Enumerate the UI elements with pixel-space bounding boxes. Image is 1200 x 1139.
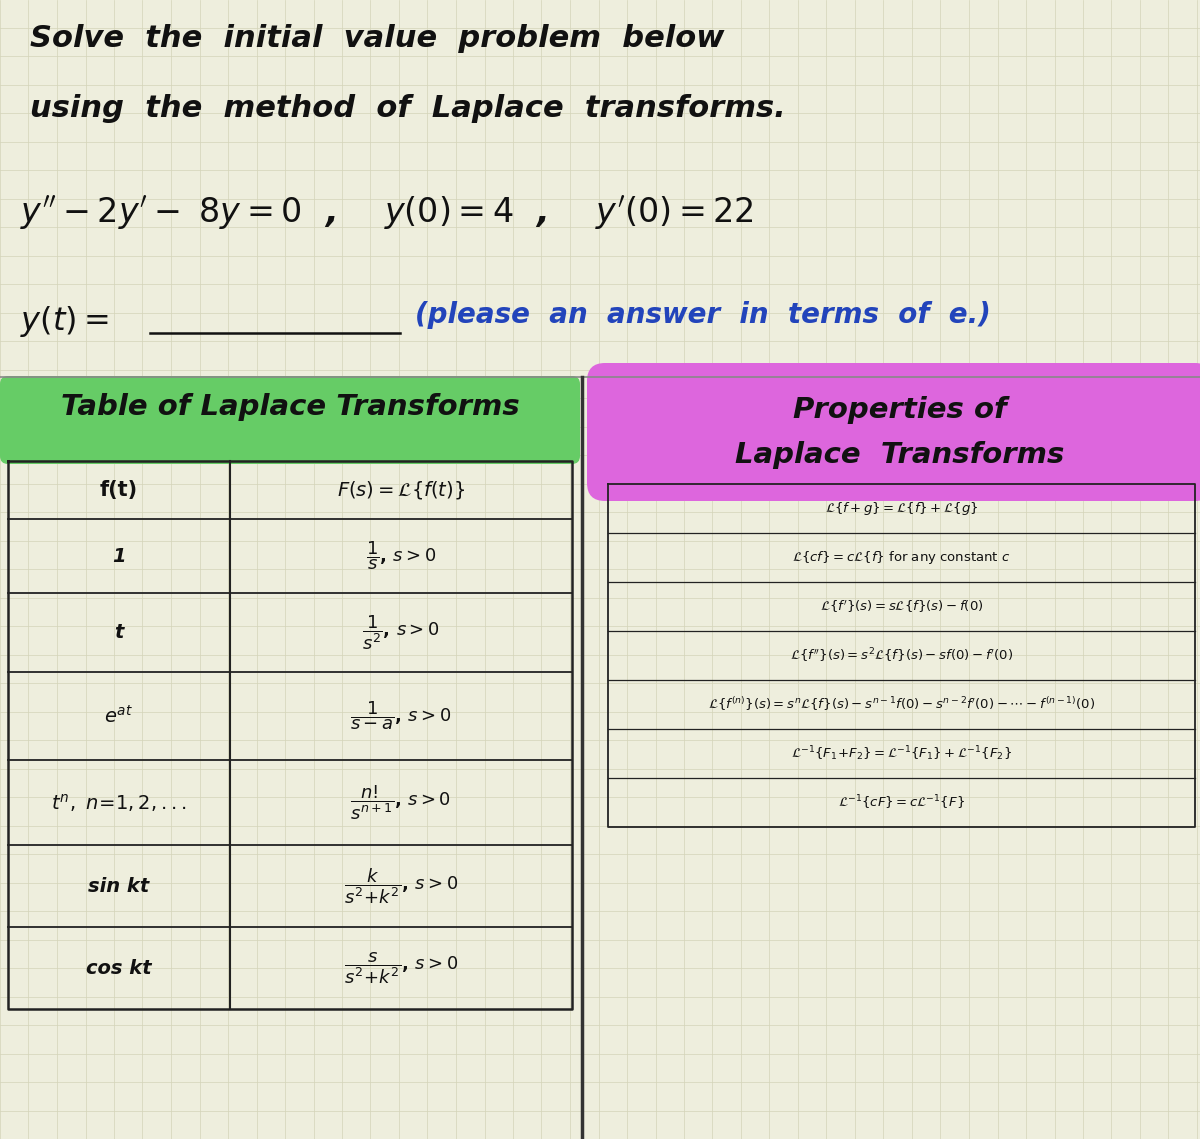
Text: Solve  the  initial  value  problem  below: Solve the initial value problem below bbox=[30, 24, 725, 54]
Text: cos kt: cos kt bbox=[86, 959, 152, 977]
Text: Table of Laplace Transforms: Table of Laplace Transforms bbox=[61, 393, 520, 421]
Text: $\mathcal{L}\{f'\}(s) = s\mathcal{L}\{f\}(s) - f(0)$: $\mathcal{L}\{f'\}(s) = s\mathcal{L}\{f\… bbox=[820, 598, 983, 615]
Text: Properties of: Properties of bbox=[793, 396, 1007, 424]
Text: t: t bbox=[114, 623, 124, 642]
Text: $F(s) = \mathcal{L}\{f(t)\}$: $F(s) = \mathcal{L}\{f(t)\}$ bbox=[337, 480, 466, 501]
Text: $\mathcal{L}^{-1}\{F_1\!+\!F_2\} = \mathcal{L}^{-1}\{F_1\} + \mathcal{L}^{-1}\{F: $\mathcal{L}^{-1}\{F_1\!+\!F_2\} = \math… bbox=[791, 744, 1012, 763]
Text: $\mathcal{L}\{f+g\} = \mathcal{L}\{f\} + \mathcal{L}\{g\}$: $\mathcal{L}\{f+g\} = \mathcal{L}\{f\} +… bbox=[824, 500, 978, 517]
Text: $y(t)=$: $y(t)=$ bbox=[20, 304, 109, 339]
Text: $\dfrac{k}{s^2\!+\!k^2}$, $s>0$: $\dfrac{k}{s^2\!+\!k^2}$, $s>0$ bbox=[344, 866, 458, 906]
FancyBboxPatch shape bbox=[587, 363, 1200, 501]
Text: using  the  method  of  Laplace  transforms.: using the method of Laplace transforms. bbox=[30, 95, 786, 123]
Text: $\dfrac{1}{s^2}$, $s>0$: $\dfrac{1}{s^2}$, $s>0$ bbox=[362, 613, 440, 652]
Text: $\dfrac{1}{s}$, $s>0$: $\dfrac{1}{s}$, $s>0$ bbox=[366, 540, 436, 572]
Text: $\mathcal{L}\{cf\} = c\mathcal{L}\{f\}$ for any constant $c$: $\mathcal{L}\{cf\} = c\mathcal{L}\{f\}$ … bbox=[792, 549, 1010, 566]
Text: f(t): f(t) bbox=[100, 480, 138, 500]
Text: (please  an  answer  in  terms  of  e.): (please an answer in terms of e.) bbox=[415, 301, 991, 329]
Text: $y''-2y'-\ 8y=0$  ,    $y(0)=4$  ,    $y'(0)=22$: $y''-2y'-\ 8y=0$ , $y(0)=4$ , $y'(0)=22$ bbox=[20, 194, 754, 231]
Text: $\mathcal{L}\{f''\}(s) = s^2\mathcal{L}\{f\}(s) - sf(0) - f'(0)$: $\mathcal{L}\{f''\}(s) = s^2\mathcal{L}\… bbox=[790, 646, 1013, 665]
Text: $e^{at}$: $e^{at}$ bbox=[104, 705, 133, 727]
Text: $\dfrac{1}{s-a}$, $s>0$: $\dfrac{1}{s-a}$, $s>0$ bbox=[350, 699, 451, 732]
Text: $t^n,\ n\!=\!1,2,...$: $t^n,\ n\!=\!1,2,...$ bbox=[52, 792, 187, 813]
Text: 1: 1 bbox=[112, 547, 126, 565]
Text: Laplace  Transforms: Laplace Transforms bbox=[736, 441, 1064, 469]
Text: $\dfrac{n!}{s^{n+1}}$, $s>0$: $\dfrac{n!}{s^{n+1}}$, $s>0$ bbox=[350, 784, 451, 822]
Text: $\dfrac{s}{s^2\!+\!k^2}$, $s>0$: $\dfrac{s}{s^2\!+\!k^2}$, $s>0$ bbox=[344, 950, 458, 986]
Text: $\mathcal{L}\{f^{(n)}\}(s) = s^n\mathcal{L}\{f\}(s) - s^{n-1}f(0) - s^{n-2}f'(0): $\mathcal{L}\{f^{(n)}\}(s) = s^n\mathcal… bbox=[708, 696, 1096, 713]
FancyBboxPatch shape bbox=[0, 376, 580, 464]
Text: sin kt: sin kt bbox=[89, 877, 150, 895]
Text: $\mathcal{L}^{-1}\{cF\} = c\mathcal{L}^{-1}\{F\}$: $\mathcal{L}^{-1}\{cF\} = c\mathcal{L}^{… bbox=[838, 793, 965, 812]
